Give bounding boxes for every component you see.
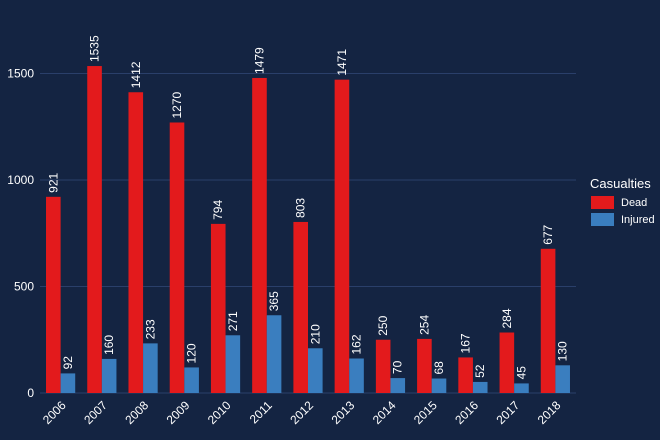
bar-injured-2010 <box>225 335 241 393</box>
data-label-injured-2013: 162 <box>350 334 364 354</box>
data-label-injured-2016: 52 <box>473 364 487 378</box>
data-label-injured-2014: 70 <box>391 360 405 374</box>
x-tick-label: 2011 <box>247 398 275 426</box>
bar-injured-2016 <box>472 381 488 393</box>
x-tick-label: 2012 <box>287 398 316 427</box>
bar-dead-2006 <box>46 196 61 393</box>
x-tick-label: 2010 <box>205 398 234 427</box>
bar-dead-2012 <box>293 221 308 393</box>
data-label-dead-2017: 284 <box>500 308 514 328</box>
data-label-injured-2007: 160 <box>102 335 116 355</box>
data-label-dead-2016: 167 <box>459 333 473 353</box>
legend-label-injured: Injured <box>621 214 655 226</box>
x-tick-label: 2017 <box>493 398 522 427</box>
x-axis: 2006 2007 2008 2009 2010 2011 2012 2013 2014 2015… <box>40 398 564 427</box>
y-tick-label: 0 <box>27 386 34 400</box>
data-label-dead-2009: 1270 <box>170 91 184 118</box>
data-label-dead-2011: 1479 <box>252 47 266 74</box>
legend-swatch-injured <box>591 213 614 226</box>
x-tick-label: 2015 <box>411 398 440 427</box>
bar-dead-2007 <box>87 66 102 394</box>
bar-dead-2016 <box>458 357 473 393</box>
bar-dead-2018 <box>540 248 556 393</box>
y-tick-label: 1500 <box>7 67 34 81</box>
bar-injured-2012 <box>308 348 323 393</box>
data-label-injured-2006: 92 <box>61 356 75 370</box>
bar-injured-2011 <box>266 315 282 393</box>
legend-title: Casualties <box>590 176 651 191</box>
bar-injured-2013 <box>349 358 364 393</box>
bar-injured-2008 <box>143 343 158 393</box>
bar-dead-2017 <box>499 332 515 393</box>
y-axis: 0 500 1000 1500 <box>7 67 34 401</box>
bar-injured-2018 <box>555 365 570 393</box>
legend: Casualties Dead Injured <box>590 176 655 226</box>
data-label-dead-2013: 1471 <box>335 49 349 76</box>
data-label-dead-2018: 677 <box>541 224 555 244</box>
bar-injured-2006 <box>60 373 76 393</box>
data-label-injured-2009: 120 <box>185 343 199 363</box>
bar-dead-2010 <box>210 223 226 393</box>
legend-label-dead: Dead <box>621 197 647 209</box>
bar-dead-2013 <box>334 79 350 393</box>
bar-dead-2008 <box>128 92 144 393</box>
bars <box>46 66 570 394</box>
x-tick-label: 2009 <box>164 398 193 427</box>
y-tick-label: 1000 <box>7 173 34 187</box>
data-label-injured-2015: 68 <box>432 361 446 375</box>
bar-injured-2017 <box>514 383 529 393</box>
bar-injured-2014 <box>390 378 406 393</box>
y-tick-label: 500 <box>14 280 34 294</box>
data-label-dead-2008: 1412 <box>129 61 143 88</box>
bar-dead-2015 <box>417 338 432 393</box>
data-label-injured-2008: 233 <box>143 319 157 339</box>
data-label-injured-2010: 271 <box>226 311 240 331</box>
data-label-injured-2017: 45 <box>514 366 528 380</box>
x-tick-label: 2016 <box>452 398 481 427</box>
bar-injured-2007 <box>101 358 117 393</box>
x-tick-label: 2006 <box>40 398 69 427</box>
data-label-injured-2011: 365 <box>267 291 281 311</box>
data-label-dead-2015: 254 <box>417 315 431 335</box>
data-label-dead-2006: 921 <box>46 172 60 192</box>
x-tick-label: 2008 <box>122 398 151 427</box>
data-label-dead-2010: 794 <box>211 200 225 220</box>
x-tick-label: 2007 <box>81 398 110 427</box>
legend-swatch-dead <box>591 196 614 209</box>
data-label-dead-2007: 1535 <box>88 35 102 62</box>
data-label-injured-2012: 210 <box>308 324 322 344</box>
data-label-injured-2018: 130 <box>556 341 570 361</box>
data-labels: 921 92 1535 160 1412 233 1270 120 794 271 1479 365 8… <box>46 35 569 379</box>
bar-dead-2014 <box>375 339 391 393</box>
bar-dead-2009 <box>169 122 185 394</box>
data-label-dead-2012: 803 <box>294 198 308 218</box>
x-tick-label: 2018 <box>535 398 564 427</box>
bar-dead-2011 <box>252 77 267 394</box>
bar-injured-2009 <box>184 367 199 393</box>
bar-injured-2015 <box>431 378 447 393</box>
x-tick-label: 2013 <box>329 398 358 427</box>
data-label-dead-2014: 250 <box>376 315 390 335</box>
x-tick-label: 2014 <box>370 398 399 427</box>
